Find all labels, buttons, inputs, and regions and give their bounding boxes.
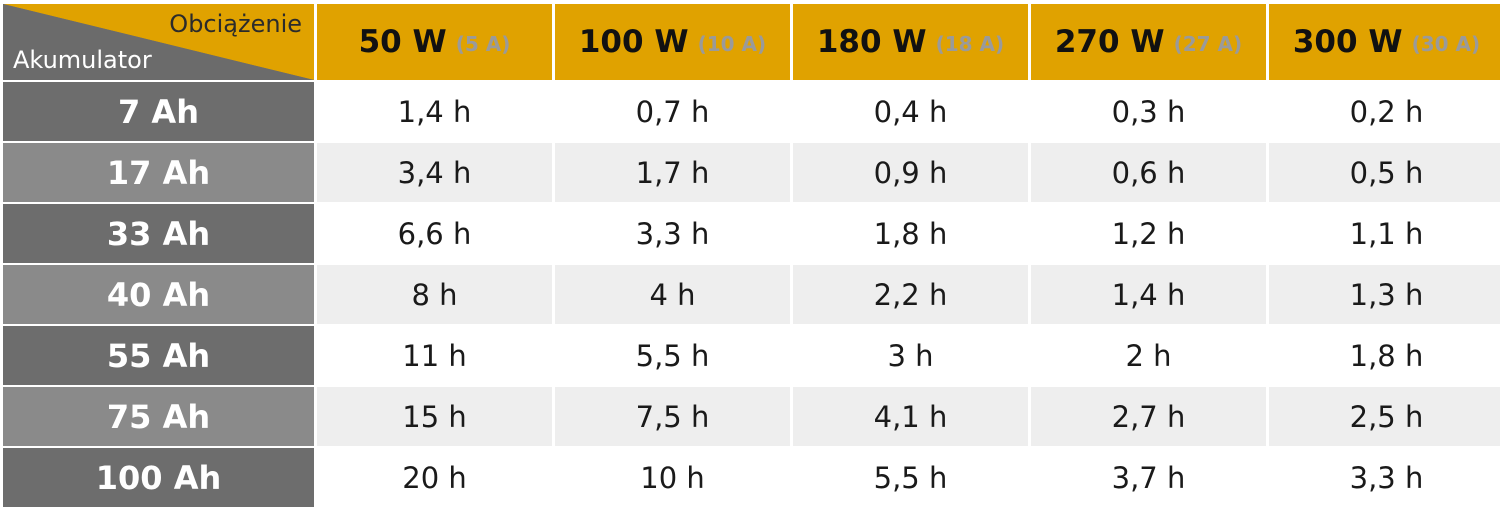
load-power: 180 W bbox=[816, 24, 927, 60]
row-header-battery: 7 Ah bbox=[3, 82, 314, 141]
corner-diagonal-split bbox=[3, 4, 314, 80]
runtime-cell: 4,1 h bbox=[793, 387, 1028, 446]
runtime-cell: 0,5 h bbox=[1269, 143, 1500, 202]
load-power: 100 W bbox=[578, 24, 689, 60]
runtime-cell: 1,1 h bbox=[1269, 204, 1500, 263]
runtime-table: Obciążenie Akumulator 50 W (5 A) 100 W (10 … bbox=[3, 4, 1500, 507]
column-header-load: 300 W (30 A) bbox=[1269, 4, 1500, 80]
runtime-cell: 7,5 h bbox=[555, 387, 790, 446]
runtime-cell: 15 h bbox=[317, 387, 552, 446]
runtime-cell: 2 h bbox=[1031, 326, 1266, 385]
runtime-cell: 0,7 h bbox=[555, 82, 790, 141]
runtime-cell: 1,8 h bbox=[1269, 326, 1500, 385]
row-header-battery: 100 Ah bbox=[3, 448, 314, 507]
load-axis-label: Obciążenie bbox=[169, 10, 302, 38]
runtime-cell: 3,4 h bbox=[317, 143, 552, 202]
runtime-cell: 0,4 h bbox=[793, 82, 1028, 141]
runtime-cell: 3,3 h bbox=[1269, 448, 1500, 507]
runtime-cell: 20 h bbox=[317, 448, 552, 507]
runtime-cell: 1,7 h bbox=[555, 143, 790, 202]
runtime-cell: 1,4 h bbox=[1031, 265, 1266, 324]
load-power: 50 W bbox=[358, 24, 447, 60]
runtime-cell: 1,3 h bbox=[1269, 265, 1500, 324]
corner-header: Obciążenie Akumulator bbox=[3, 4, 314, 80]
column-header-load: 100 W (10 A) bbox=[555, 4, 790, 80]
load-power: 300 W bbox=[1292, 24, 1403, 60]
runtime-cell: 6,6 h bbox=[317, 204, 552, 263]
runtime-cell: 3 h bbox=[793, 326, 1028, 385]
runtime-cell: 10 h bbox=[555, 448, 790, 507]
runtime-cell: 1,8 h bbox=[793, 204, 1028, 263]
row-header-battery: 55 Ah bbox=[3, 326, 314, 385]
runtime-cell: 2,7 h bbox=[1031, 387, 1266, 446]
runtime-cell: 1,2 h bbox=[1031, 204, 1266, 263]
row-header-battery: 33 Ah bbox=[3, 204, 314, 263]
runtime-cell: 11 h bbox=[317, 326, 552, 385]
runtime-cell: 3,7 h bbox=[1031, 448, 1266, 507]
load-current: (27 A) bbox=[1173, 32, 1243, 56]
runtime-cell: 0,3 h bbox=[1031, 82, 1266, 141]
runtime-cell: 2,2 h bbox=[793, 265, 1028, 324]
row-header-battery: 75 Ah bbox=[3, 387, 314, 446]
runtime-cell: 5,5 h bbox=[793, 448, 1028, 507]
load-power: 270 W bbox=[1054, 24, 1165, 60]
runtime-cell: 0,6 h bbox=[1031, 143, 1266, 202]
row-header-battery: 17 Ah bbox=[3, 143, 314, 202]
runtime-cell: 2,5 h bbox=[1269, 387, 1500, 446]
runtime-cell: 5,5 h bbox=[555, 326, 790, 385]
column-header-load: 50 W (5 A) bbox=[317, 4, 552, 80]
load-current: (10 A) bbox=[697, 32, 767, 56]
runtime-cell: 8 h bbox=[317, 265, 552, 324]
runtime-cell: 3,3 h bbox=[555, 204, 790, 263]
runtime-cell: 1,4 h bbox=[317, 82, 552, 141]
column-header-load: 270 W (27 A) bbox=[1031, 4, 1266, 80]
battery-axis-label: Akumulator bbox=[13, 46, 152, 74]
load-current: (30 A) bbox=[1411, 32, 1481, 56]
load-current: (18 A) bbox=[935, 32, 1005, 56]
load-current: (5 A) bbox=[455, 32, 511, 56]
row-header-battery: 40 Ah bbox=[3, 265, 314, 324]
column-header-load: 180 W (18 A) bbox=[793, 4, 1028, 80]
runtime-cell: 4 h bbox=[555, 265, 790, 324]
runtime-cell: 0,9 h bbox=[793, 143, 1028, 202]
runtime-cell: 0,2 h bbox=[1269, 82, 1500, 141]
